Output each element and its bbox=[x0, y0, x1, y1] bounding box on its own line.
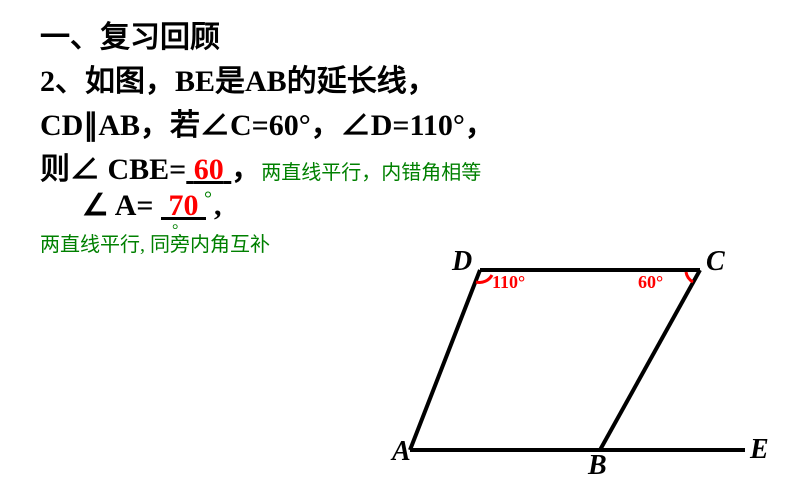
angle-c-value: 60° bbox=[638, 272, 663, 293]
angle-d-value: 110° bbox=[492, 272, 525, 293]
label-c: C bbox=[706, 246, 725, 278]
line-da bbox=[410, 270, 480, 450]
label-d: D bbox=[452, 246, 472, 278]
label-a: A bbox=[392, 436, 411, 468]
line-cb bbox=[600, 270, 700, 450]
geometry-diagram bbox=[0, 0, 800, 500]
angle-arc-c bbox=[686, 272, 693, 282]
label-b: B bbox=[588, 450, 607, 482]
label-e: E bbox=[750, 434, 769, 466]
